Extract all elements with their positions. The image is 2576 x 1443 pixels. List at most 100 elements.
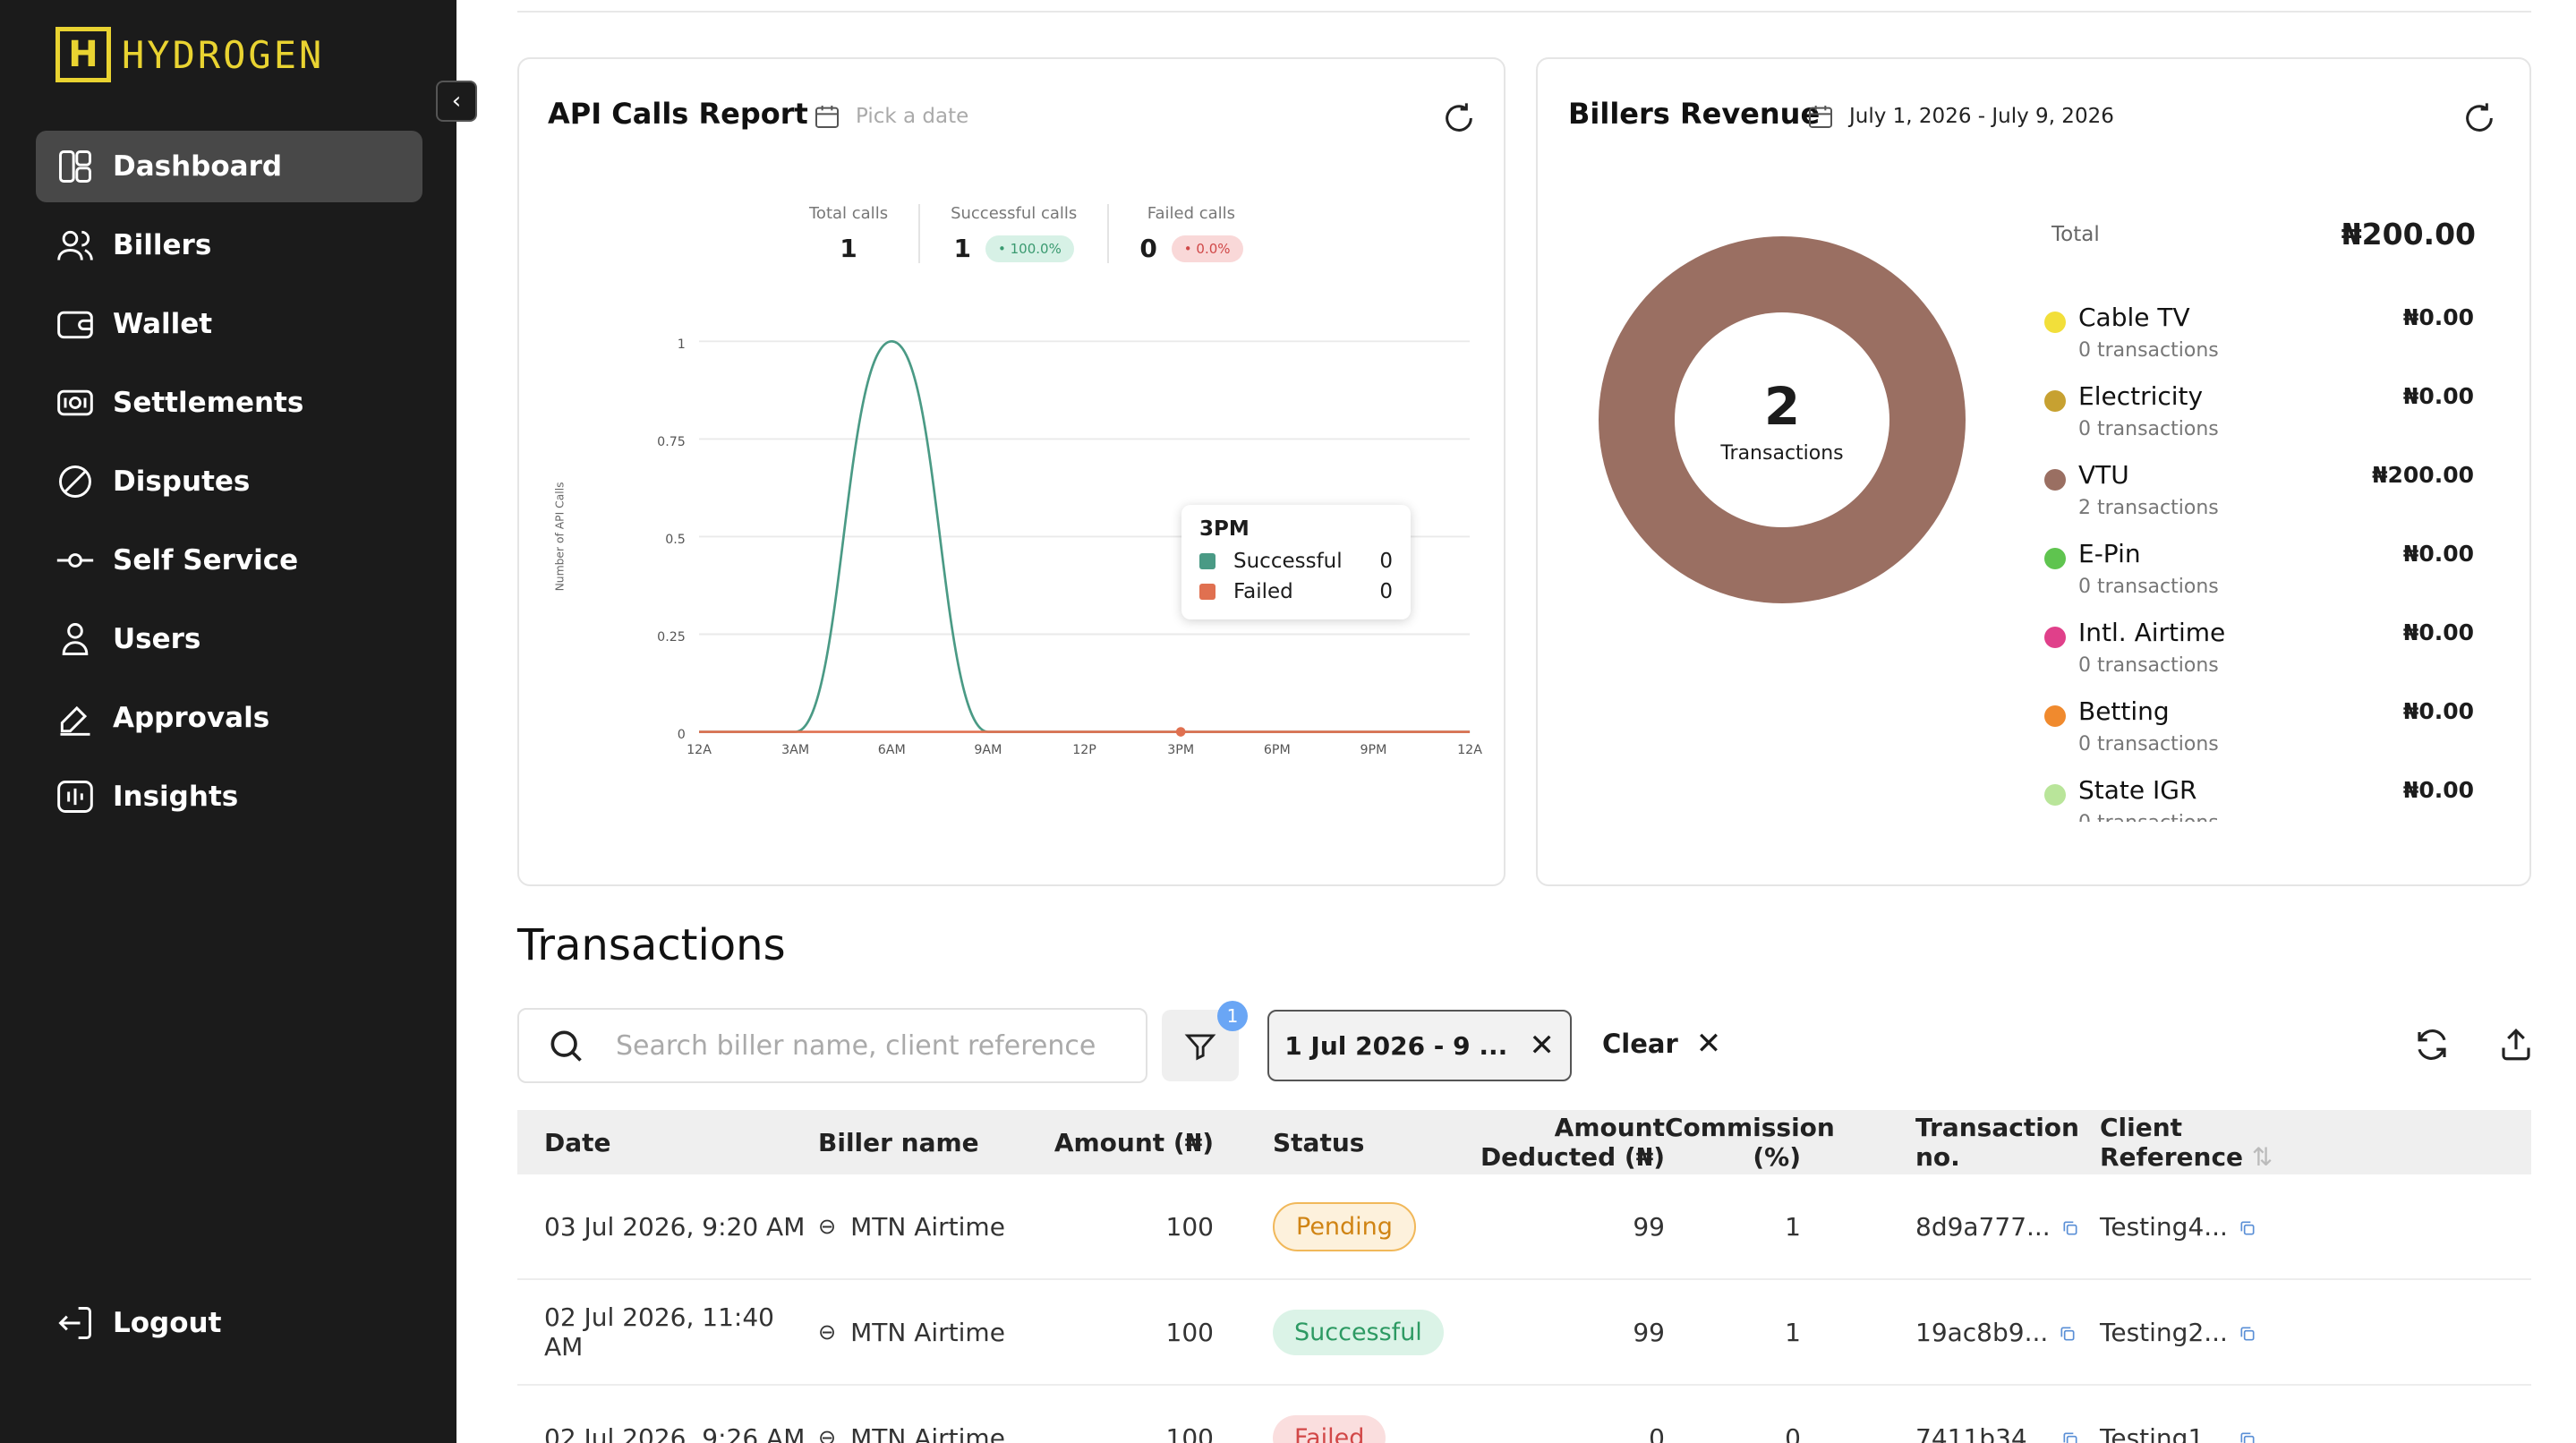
status-badge: Successful — [1273, 1309, 1444, 1355]
collapse-sidebar-button[interactable]: ‹ — [436, 81, 477, 122]
copy-icon[interactable] — [2239, 1324, 2256, 1344]
billers-refresh-icon[interactable] — [2461, 100, 2497, 136]
cell-commission: 1 — [1785, 1317, 1801, 1347]
table-row[interactable]: 02 Jul 2026, 9:26 AM ⊖ MTN Airtime 100 Fa… — [517, 1386, 2531, 1443]
clear-filters-button[interactable]: Clear ✕ — [1602, 1026, 1721, 1062]
sidebar-item-billers[interactable]: Billers — [36, 209, 422, 281]
col-client-ref[interactable]: Client Reference ⇅ — [2087, 1113, 2299, 1172]
sidebar-item-label: Users — [113, 623, 201, 655]
dashboard-icon — [59, 150, 91, 183]
date-placeholder: Pick a date — [856, 105, 969, 128]
close-icon[interactable]: ✕ — [1529, 1028, 1555, 1063]
sidebar-item-label: Dashboard — [113, 150, 283, 183]
legend-count: 0 transactions — [2078, 733, 2219, 756]
y-tick-label: 0.25 — [657, 630, 686, 645]
sidebar-item-users[interactable]: Users — [36, 603, 422, 675]
legend-name: E-Pin — [2078, 539, 2141, 568]
table-row[interactable]: 03 Jul 2026, 9:20 AM ⊖ MTN Airtime 100 Pe… — [517, 1174, 2531, 1280]
col-biller[interactable]: Biller name — [818, 1127, 979, 1157]
sidebar-item-insights[interactable]: Insights — [36, 761, 422, 832]
billers-icon — [57, 230, 93, 260]
revenue-total: Total ₦200.00 — [2051, 217, 2476, 252]
stat-success-value: 1 — [953, 234, 972, 263]
cell-deducted: 99 — [1633, 1211, 1665, 1242]
cell-biller: MTN Airtime — [850, 1422, 1005, 1443]
sidebar-item-disputes[interactable]: Disputes — [36, 446, 422, 517]
sidebar-item-wallet[interactable]: Wallet — [36, 288, 422, 360]
tooltip-success-value: 0 — [1379, 550, 1393, 573]
col-commission[interactable]: Commission (%) — [1665, 1113, 1835, 1172]
sidebar-item-label: Settlements — [113, 387, 304, 419]
copy-icon[interactable] — [2239, 1430, 2256, 1443]
copy-icon[interactable] — [2239, 1218, 2256, 1238]
x-tick-label: 6PM — [1264, 743, 1291, 757]
biller-icon: ⊖ — [818, 1425, 837, 1443]
col-deducted[interactable]: Amount Deducted (₦) — [1480, 1113, 1665, 1172]
sidebar-item-approvals[interactable]: Approvals — [36, 682, 422, 754]
col-date[interactable]: Date — [544, 1127, 611, 1157]
sidebar-item-settlements[interactable]: Settlements — [36, 367, 422, 439]
tooltip-success-label: Successful — [1233, 550, 1343, 573]
y-tick-label: 0 — [678, 728, 686, 742]
donut-value: 2 — [1763, 375, 1801, 437]
brand-logo[interactable]: H HYDROGEN — [55, 27, 324, 82]
tooltip-failed-value: 0 — [1379, 580, 1393, 603]
biller-icon: ⊖ — [818, 1214, 837, 1239]
api-date-picker[interactable]: Pick a date — [813, 102, 968, 131]
search-icon — [550, 1030, 582, 1062]
legend-count: 0 transactions — [2078, 654, 2219, 677]
cell-amount: 100 — [1165, 1317, 1214, 1347]
stat-failed-label: Failed calls — [1147, 204, 1236, 223]
search-input[interactable] — [616, 1029, 1117, 1062]
stat-failed: Failed calls 0 • 0.0% — [1109, 204, 1273, 263]
api-refresh-icon[interactable] — [1441, 100, 1477, 136]
billers-date-picker[interactable]: July 1, 2026 - July 9, 2026 — [1806, 102, 2114, 131]
stat-failed-value: 0 — [1139, 234, 1157, 263]
legend-amount: ₦0.00 — [2402, 777, 2474, 803]
col-txn[interactable]: Transaction no. — [1915, 1113, 2079, 1172]
y-tick-label: 1 — [678, 337, 686, 352]
sidebar-item-label: Disputes — [113, 465, 251, 498]
x-tick-label: 12P — [1072, 743, 1096, 757]
status-badge: Failed — [1273, 1414, 1386, 1443]
export-icon[interactable] — [2497, 1026, 2535, 1063]
clear-label: Clear — [1602, 1029, 1678, 1059]
copy-icon[interactable] — [2059, 1324, 2077, 1344]
users-icon — [62, 623, 89, 655]
sidebar-item-label: Self Service — [113, 544, 299, 576]
legend-dot — [2044, 548, 2066, 569]
legend-item-e-pin: E-Pin 0 transactions ₦0.00 — [2041, 539, 2488, 618]
calendar-icon — [815, 106, 839, 128]
legend-count: 2 transactions — [2078, 497, 2219, 519]
y-tick-label: 0.5 — [665, 533, 686, 547]
table-row[interactable]: 02 Jul 2026, 11:40 AM ⊖ MTN Airtime 100 S… — [517, 1280, 2531, 1386]
logout-icon — [58, 1307, 91, 1339]
sidebar-item-label: Insights — [113, 781, 239, 813]
col-status[interactable]: Status — [1273, 1127, 1365, 1157]
cell-client-ref: Testing4... — [2100, 1211, 2228, 1242]
sidebar-item-dashboard[interactable]: Dashboard — [36, 131, 422, 202]
copy-icon[interactable] — [2061, 1218, 2079, 1238]
revenue-donut: 2 Transactions — [1599, 236, 1966, 603]
calendar-icon — [1809, 106, 1832, 128]
cell-deducted: 99 — [1633, 1317, 1665, 1347]
sidebar-item-self-service[interactable]: Self Service — [36, 525, 422, 596]
cell-deducted: 0 — [1649, 1422, 1665, 1443]
total-value: ₦200.00 — [2341, 217, 2476, 252]
legend-item-state-igr: State IGR 0 transactions ₦0.00 — [2041, 775, 2488, 822]
sidebar-nav: Dashboard Billers Wallet Settlements Dis… — [36, 131, 422, 840]
x-tick-label: 12A — [1457, 743, 1482, 757]
logout-button[interactable]: Logout — [55, 1303, 221, 1343]
y-tick-label: 0.75 — [657, 435, 686, 449]
chart-tooltip: 3PM Successful 0 Failed 0 — [1181, 505, 1411, 619]
legend-count: 0 transactions — [2078, 576, 2219, 598]
date-chip-label: 1 Jul 2026 - 9 ... — [1284, 1030, 1508, 1061]
sort-icon[interactable]: ⇅ — [2251, 1142, 2273, 1172]
date-range-chip[interactable]: 1 Jul 2026 - 9 ... ✕ — [1267, 1010, 1572, 1081]
col-amount[interactable]: Amount (₦) — [1053, 1127, 1214, 1157]
self-service-icon — [56, 553, 94, 568]
stat-total: Total calls 1 — [779, 204, 921, 263]
reload-icon[interactable] — [2413, 1026, 2451, 1063]
donut-label: Transactions — [1720, 441, 1844, 465]
copy-icon[interactable] — [2061, 1430, 2079, 1443]
